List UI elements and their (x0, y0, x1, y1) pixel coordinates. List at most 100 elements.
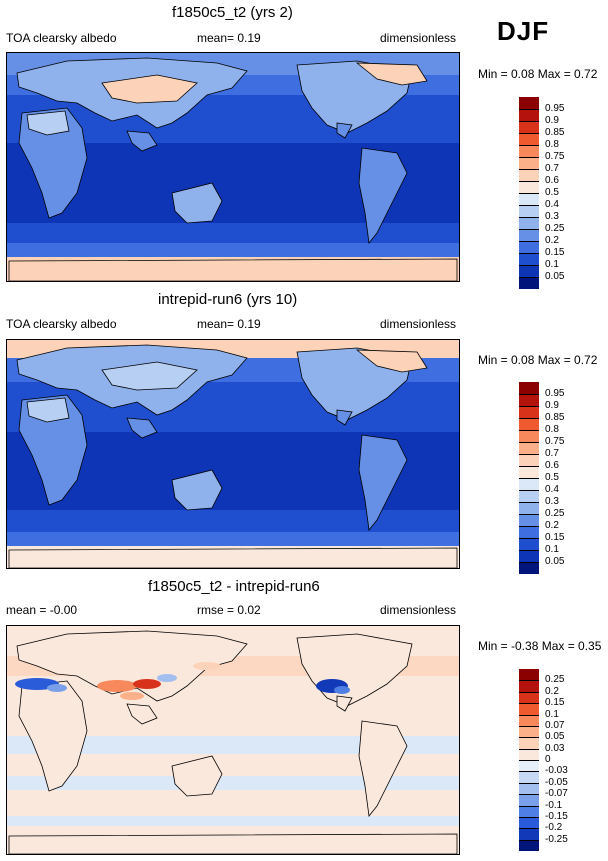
colorbar-tick-label: 0.4 (545, 484, 559, 495)
colorbar-tick-label: 0.75 (545, 436, 565, 447)
colorbar-swatch (519, 193, 539, 205)
colorbar-tick-label: 0.3 (545, 496, 559, 507)
colorbar-tick-label: 0.15 (545, 697, 565, 709)
colorbar-swatch (519, 828, 539, 840)
colorbar-tick-label: 0.8 (545, 424, 559, 435)
panel-1-minmax: Min = 0.08 Max = 0.72 (478, 67, 598, 81)
colorbar-tick-label: 0.25 (545, 508, 565, 519)
colorbar-swatch (519, 145, 539, 157)
colorbar-swatch (519, 562, 539, 574)
colorbar-tick-label: 0.1 (545, 544, 559, 555)
colorbar-swatch (519, 229, 539, 241)
colorbar-swatch (519, 691, 539, 704)
colorbar-tick-label: 0.7 (545, 448, 559, 459)
colorbar-swatch (519, 748, 539, 760)
colorbar-swatch (519, 680, 539, 692)
colorbar-swatch (519, 241, 539, 253)
panel-2-mean-label: mean= 0.19 (197, 317, 261, 331)
colorbar-tick-label: 0.7 (545, 163, 559, 174)
panel-2-minmax: Min = 0.08 Max = 0.72 (478, 353, 598, 367)
colorbar-tick-label: 0.85 (545, 412, 565, 423)
colorbar-tick-label: -0.07 (545, 788, 568, 800)
colorbar-swatch (519, 816, 539, 829)
colorbar-tick-label: -0.2 (545, 822, 563, 834)
colorbar-swatch (519, 771, 539, 783)
colorbar-tick-label: 0.9 (545, 400, 559, 411)
colorbar-tick-label: -0.05 (545, 776, 568, 788)
colorbar-tick-label: 0 (545, 754, 551, 765)
colorbar-swatch (519, 725, 539, 738)
colorbar-tick-label: 0.05 (545, 271, 565, 282)
panel-2-map (6, 339, 460, 569)
colorbar-swatch (519, 669, 539, 681)
colorbar-swatch (519, 490, 539, 502)
colorbar-tick-label: 0.6 (545, 460, 559, 471)
colorbar-swatch (519, 703, 539, 715)
colorbar-swatch (519, 394, 539, 406)
colorbar-tick-label: 0.2 (545, 235, 559, 246)
colorbar-swatch (519, 418, 539, 430)
panel-3-minmax: Min = -0.38 Max = 0.35 (478, 639, 602, 653)
panel-2-title: intrepid-run6 (yrs 10) (158, 291, 298, 308)
panel-3-title: f1850c5_t2 - intrepid-run6 (148, 578, 320, 595)
colorbar-swatch (519, 253, 539, 265)
panel-1-map (6, 52, 460, 282)
colorbar-swatch (519, 430, 539, 442)
colorbar-swatch (519, 478, 539, 490)
colorbar-tick-label: 0.95 (545, 388, 565, 399)
colorbar-swatch (519, 737, 539, 749)
colorbar-swatch (519, 794, 539, 806)
colorbar-swatch (519, 454, 539, 466)
colorbar-tick-label: 0.2 (545, 685, 559, 697)
colorbar-swatch (519, 760, 539, 772)
colorbar-swatch (519, 277, 539, 289)
colorbar-tick-label: 0.6 (545, 175, 559, 186)
colorbar-tick-label: 0.1 (545, 708, 559, 720)
colorbar-swatch (519, 714, 539, 726)
colorbar-tick-label: 0.85 (545, 127, 565, 138)
colorbar-swatch (519, 265, 539, 277)
panel-3-mean-label: mean = -0.00 (6, 603, 78, 617)
panel-3-rmse-label: rmse = 0.02 (197, 603, 261, 617)
colorbar-swatch (519, 442, 539, 454)
colorbar-swatch (519, 169, 539, 181)
panel-2-units-label: dimensionless (380, 317, 457, 331)
colorbar-swatch (519, 157, 539, 169)
colorbar-swatch (519, 97, 539, 109)
colorbar-tick-label: 0.5 (545, 472, 559, 483)
colorbar-tick-label: 0.9 (545, 115, 559, 126)
panel-2-variable-label: TOA clearsky albedo (6, 317, 117, 331)
colorbar-tick-label: 0.3 (545, 211, 559, 222)
colorbar-swatch (519, 466, 539, 478)
colorbar-swatch (519, 133, 539, 145)
colorbar-tick-label: 0.05 (545, 556, 565, 567)
colorbar-swatch (519, 109, 539, 121)
colorbar-tick-label: 0.1 (545, 259, 559, 270)
colorbar-swatch (519, 205, 539, 217)
colorbar-swatch (519, 217, 539, 229)
colorbar-tick-label: 0.07 (545, 719, 565, 731)
colorbar-tick-label: 0.95 (545, 103, 565, 114)
colorbar-tick-label: -0.25 (545, 833, 568, 845)
colorbar-tick-label: 0.4 (545, 199, 559, 210)
panel-1-title: f1850c5_t2 (yrs 2) (172, 4, 293, 21)
panel-3-difference-map (6, 625, 460, 855)
panel-1-variable-label: TOA clearsky albedo (6, 31, 117, 45)
colorbar-tick-label: 0.03 (545, 742, 565, 754)
panel-1-mean-label: mean= 0.19 (197, 31, 261, 45)
panel-1-units-label: dimensionless (380, 31, 457, 45)
colorbar-tick-label: 0.25 (545, 674, 565, 686)
colorbar-swatch (519, 550, 539, 562)
colorbar-tick-label: 0.2 (545, 520, 559, 531)
colorbar-tick-label: 0.25 (545, 223, 565, 234)
colorbar-tick-label: 0.15 (545, 532, 565, 543)
colorbar-tick-label: 0.05 (545, 731, 565, 743)
colorbar-swatch (519, 514, 539, 526)
colorbar-swatch (519, 121, 539, 133)
colorbar-swatch (519, 502, 539, 514)
colorbar-tick-label: 0.8 (545, 139, 559, 150)
colorbar-swatch (519, 526, 539, 538)
colorbar-swatch (519, 406, 539, 418)
colorbar-swatch (519, 805, 539, 817)
colorbar-tick-label: -0.03 (545, 765, 568, 777)
